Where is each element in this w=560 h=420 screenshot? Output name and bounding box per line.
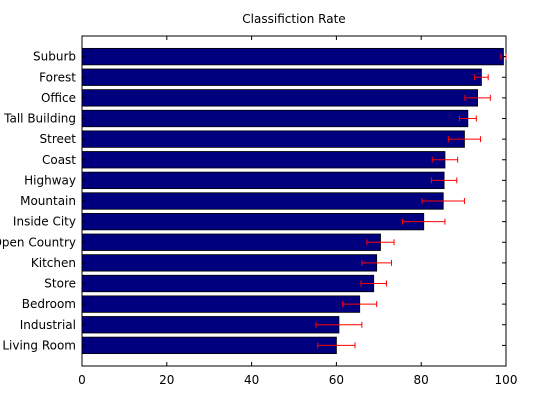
x-tick-label: 60	[329, 373, 344, 387]
category-label: Coast	[42, 153, 76, 167]
category-label: Street	[40, 132, 77, 146]
error-bar	[360, 280, 387, 287]
bar	[81, 254, 378, 272]
bars-group	[81, 47, 504, 355]
bar	[81, 47, 504, 66]
x-tick-label: 80	[414, 373, 429, 387]
x-axis: 0 20 40 60 80 100	[78, 36, 517, 387]
bar	[81, 316, 340, 334]
bar	[81, 68, 482, 86]
category-label: Industrial	[20, 318, 76, 332]
error-bar	[474, 74, 489, 81]
chart-title: Classifiction Rate	[242, 12, 345, 26]
error-bar	[447, 136, 482, 143]
bar	[81, 336, 337, 355]
error-bar	[315, 321, 363, 328]
bar	[81, 151, 446, 169]
error-bar	[458, 115, 477, 122]
x-tick-label: 20	[159, 373, 174, 387]
x-tick-label: 0	[78, 373, 86, 387]
bar	[81, 171, 445, 190]
bar	[81, 109, 469, 128]
bar	[81, 89, 478, 107]
category-label: Kitchen	[31, 256, 76, 270]
category-label: Store	[44, 277, 76, 291]
category-label: Forest	[39, 70, 76, 84]
category-label: Inside City	[13, 215, 76, 229]
error-bar	[342, 301, 378, 308]
error-bars-group	[315, 53, 507, 349]
bar	[81, 130, 465, 148]
x-tick-label: 40	[244, 373, 259, 387]
error-bar	[431, 156, 459, 163]
error-bar	[366, 239, 395, 246]
category-label: Mountain	[20, 194, 76, 208]
category-label: Tall Building	[3, 112, 76, 126]
x-tick-label: 100	[495, 373, 518, 387]
error-bar	[464, 94, 491, 101]
bar	[81, 295, 361, 313]
error-bar	[317, 342, 356, 349]
bar	[81, 233, 381, 251]
category-label: Suburb	[33, 50, 76, 64]
bar	[81, 274, 375, 293]
y-axis: Suburb Forest Office Tall Building Street Coa…	[0, 50, 506, 352]
error-bar	[402, 218, 446, 225]
error-bar	[421, 198, 465, 204]
error-bar	[430, 177, 458, 184]
category-label: Office	[41, 91, 76, 105]
category-label: Highway	[24, 173, 76, 187]
category-label: Living Room	[2, 338, 76, 352]
category-label: Open Country	[0, 235, 76, 249]
bar	[81, 192, 444, 210]
error-bar	[361, 259, 393, 266]
bar	[81, 212, 425, 231]
category-label: Bedroom	[22, 297, 76, 311]
